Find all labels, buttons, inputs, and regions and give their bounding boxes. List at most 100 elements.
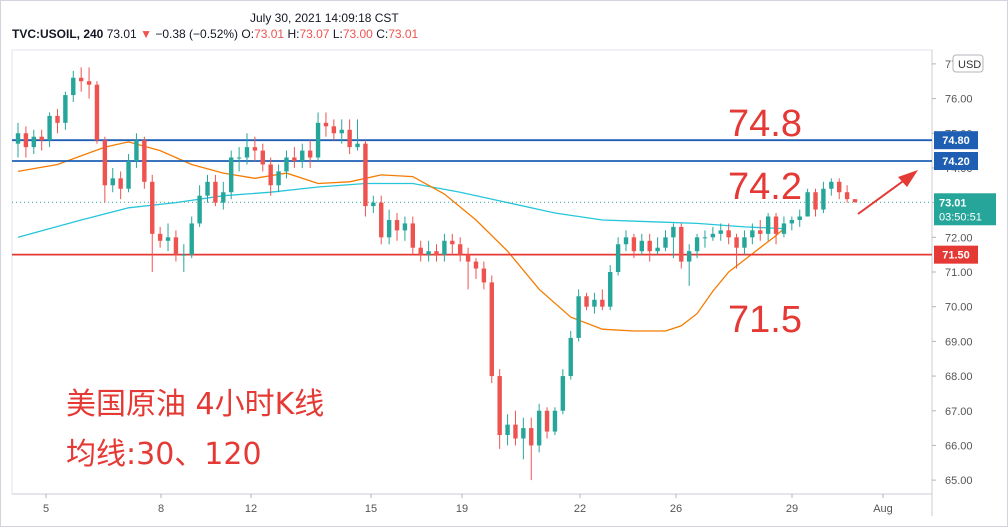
candle-body — [410, 223, 416, 248]
candle-body — [426, 251, 431, 255]
candle-body — [31, 136, 36, 148]
annotation-71.5: 71.5 — [728, 299, 802, 341]
candle-body — [450, 240, 455, 245]
candle-body — [442, 240, 447, 255]
candle-body — [213, 181, 218, 203]
last-price-label: 73.01 — [939, 197, 967, 209]
candle-body — [434, 251, 439, 255]
candle-body — [355, 143, 360, 148]
candle-body — [544, 410, 550, 432]
candle-body — [15, 133, 21, 144]
candle-body — [639, 240, 645, 252]
price-tick-label: 71.00 — [945, 267, 973, 279]
candle-body — [118, 178, 123, 189]
date-tick-label: Aug — [873, 503, 893, 515]
candle-body — [734, 237, 739, 248]
ma30-line — [17, 141, 785, 332]
low-label: L: — [332, 27, 343, 41]
candle-body — [102, 140, 108, 186]
candle-body — [284, 157, 289, 172]
annotation-74.2: 74.2 — [728, 166, 802, 208]
candle-body — [694, 237, 700, 252]
candle-body — [789, 219, 795, 224]
candle-body — [718, 230, 723, 234]
candle-body — [86, 81, 92, 85]
candle-body — [205, 181, 210, 196]
candle-body — [63, 95, 68, 123]
candle-body — [813, 192, 818, 210]
candle-body — [379, 202, 384, 238]
header-datetime: July 30, 2021 14:09:18 CST — [250, 11, 399, 25]
date-tick-label: 26 — [670, 503, 682, 515]
candle-body — [228, 157, 234, 193]
candle-body — [679, 226, 684, 262]
candle-body — [197, 195, 202, 224]
candle-body — [821, 188, 826, 210]
candle-body — [576, 296, 581, 338]
low-value: 73.00 — [342, 27, 373, 41]
candle-body — [236, 157, 242, 159]
candle-body — [513, 424, 518, 439]
currency-badge — [952, 54, 984, 73]
candle-body — [47, 115, 52, 141]
price-tick-label: 67.00 — [945, 406, 973, 418]
candle-body — [844, 192, 850, 200]
candle-body — [647, 240, 652, 252]
candle-body — [457, 244, 463, 255]
candle-body — [852, 199, 858, 203]
down-arrow-icon: ▼ — [140, 27, 152, 41]
candle-body — [481, 268, 487, 283]
candle-body — [489, 282, 494, 377]
close-label: C: — [376, 27, 389, 41]
candle-body — [552, 410, 558, 432]
candle-body — [837, 181, 842, 193]
candle-body — [292, 157, 297, 161]
annotation-74.8: 74.8 — [728, 103, 802, 145]
level-badge-label: 74.80 — [942, 135, 970, 147]
candle-body — [142, 140, 147, 182]
candle-body — [94, 84, 100, 141]
date-tick-label: 19 — [456, 503, 468, 515]
price-tick-label: 68.00 — [945, 371, 973, 383]
candle-body — [331, 126, 337, 134]
candle-body — [134, 140, 139, 161]
candle-body — [702, 237, 708, 239]
candle-body — [797, 216, 802, 220]
candle-body — [765, 216, 771, 234]
candle-body — [686, 251, 692, 262]
candle-body — [529, 428, 534, 446]
price-tick-label: 66.00 — [945, 440, 973, 452]
candle-body — [181, 254, 187, 256]
candle-body — [726, 230, 731, 238]
date-tick-label: 5 — [43, 503, 49, 515]
candle-body — [394, 219, 400, 231]
candle-body — [418, 247, 423, 255]
last-value: 73.01 — [106, 27, 137, 41]
level-badge-label: 71.50 — [942, 250, 970, 262]
level-badge-71.50 — [934, 245, 978, 264]
candle-body — [150, 181, 155, 234]
candle-body — [402, 223, 408, 231]
candle-body — [39, 136, 44, 141]
candle-body — [536, 410, 542, 446]
candle-body — [307, 150, 313, 158]
arrow-head-icon — [898, 170, 918, 187]
candle-body — [560, 376, 566, 411]
candle-body — [221, 192, 226, 203]
candle-body — [110, 178, 115, 186]
arrow-shaft — [857, 178, 907, 215]
candle-body — [173, 237, 179, 255]
level-badge-74.20 — [934, 152, 978, 170]
candle-body — [742, 237, 747, 248]
candle-body — [126, 161, 131, 189]
candle-body — [260, 150, 265, 165]
candle-body — [71, 77, 76, 96]
symbol-label[interactable]: TVC:USOIL, 240 — [12, 27, 104, 41]
candle-body — [55, 115, 60, 123]
candle-body — [829, 181, 834, 189]
open-value: 73.01 — [254, 27, 285, 41]
candle-body — [781, 223, 787, 234]
caption-ma: 均线:30、120 — [66, 437, 262, 472]
